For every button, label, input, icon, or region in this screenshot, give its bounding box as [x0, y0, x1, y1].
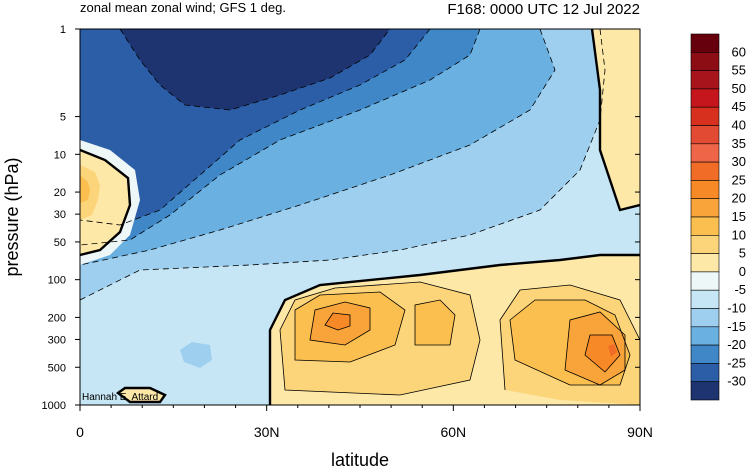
colorbar-swatch [690, 180, 720, 199]
contour-line-pos-20b [584, 334, 621, 373]
colorbar-label: 15 [732, 209, 746, 224]
colorbar-label: -20 [727, 337, 746, 352]
contour-line-neg-15 [80, 29, 481, 246]
contour-fill-trop-20 [325, 313, 350, 330]
y-axis: 1 5 10 20 30 50 100 200 300 500 1000 [42, 24, 640, 412]
colorbar-swatch [690, 125, 720, 145]
y-tick-label: 500 [48, 362, 66, 374]
chart-title-left: zonal mean zonal wind; GFS 1 deg. [80, 0, 286, 15]
colorbar-label: 45 [732, 99, 746, 114]
colorbar-swatch [690, 381, 720, 401]
contour-fill-minus-25 [120, 29, 390, 110]
contour-line-zero-polar [590, 29, 640, 212]
colorbar-label: 0 [739, 264, 746, 279]
contour-line-neg-25 [119, 29, 391, 111]
colorbar-label: 25 [732, 172, 746, 187]
contour-line-zero-strat [80, 148, 132, 257]
y-tick-label: 1000 [42, 400, 66, 412]
contour-line-pos-10b [414, 299, 456, 346]
colorbar-swatch [690, 33, 720, 53]
colorbar-swatch [690, 289, 720, 309]
colorbar-label: 5 [739, 246, 746, 261]
y-axis-label: pressure (hPa) [2, 157, 22, 276]
x-axis-label: latitude [331, 450, 389, 470]
chart-title-right: F168: 0000 UTC 12 Jul 2022 [447, 1, 640, 18]
credit-text: Hannah E. Attard [82, 392, 158, 403]
contour-fill-trop-10b [415, 300, 455, 345]
y-tick-label: 100 [48, 275, 66, 287]
x-tick-label: 0 [76, 424, 84, 440]
colorbar-label: -5 [734, 282, 746, 297]
contour-lines [80, 29, 640, 405]
contour-fill-strat-15 [80, 175, 90, 203]
contour-fill-polar-strat-0 [592, 29, 640, 210]
contour-field [80, 29, 640, 405]
colorbar-label: 50 [732, 81, 746, 96]
contour-fill-lower-minus-5 [180, 342, 212, 368]
y-tick-label: 50 [54, 237, 66, 249]
colorbar-label: 60 [732, 44, 746, 59]
colorbar-label: 55 [732, 63, 746, 78]
colorbar-swatch [690, 88, 720, 108]
y-tick-label: 300 [48, 334, 66, 346]
x-axis: 0 30N 60N 90N [76, 405, 653, 440]
colorbar-label: 10 [732, 227, 746, 242]
contour-line-neg-10 [80, 29, 556, 266]
y-tick-label: 10 [54, 149, 66, 161]
x-tick-label: 90N [627, 424, 653, 440]
y-tick-label: 1 [60, 24, 66, 36]
contour-line-pos-10 [294, 291, 406, 363]
y-tick-label: 20 [54, 187, 66, 199]
contour-line-neg-20 [80, 29, 431, 226]
colorbar-label: 35 [732, 136, 746, 151]
colorbar-swatch [690, 70, 720, 90]
colorbar-swatch [690, 326, 720, 346]
contour-line-neg-5 [80, 29, 606, 301]
contour-line-pos-20 [324, 312, 351, 331]
colorbar-swatch [690, 363, 720, 382]
colorbar-label: 30 [732, 154, 746, 169]
contour-line-pos-5 [279, 281, 481, 396]
contour-fill-trop-20b [585, 335, 620, 372]
colorbar-swatch [690, 198, 720, 218]
colorbar-swatch [690, 143, 720, 163]
colorbar-label: -25 [727, 355, 746, 370]
colorbar-swatch [690, 216, 720, 236]
colorbar-swatch [690, 344, 720, 364]
colorbar: 605550454035302520151050-5-10-15-20-25-3… [690, 33, 746, 401]
colorbar-swatch [690, 235, 720, 254]
contour-fill-trop-25 [608, 344, 617, 357]
contour-line-pos-10c [509, 299, 631, 386]
colorbar-label: -15 [727, 319, 746, 334]
colorbar-label: 40 [732, 118, 746, 133]
colorbar-label: 20 [732, 191, 746, 206]
x-tick-label: 60N [440, 424, 466, 440]
contour-line-zero-tropo [268, 253, 640, 405]
contour-line-pos-15b [564, 311, 626, 386]
contour-line-pos-15 [309, 301, 371, 346]
colorbar-swatch [690, 106, 720, 126]
colorbar-swatch [690, 161, 720, 181]
contour-line-zero-surface [115, 386, 167, 404]
contour-fill-strat-10 [80, 165, 100, 220]
colorbar-swatch [690, 51, 720, 71]
y-tick-label: 200 [48, 312, 66, 324]
x-tick-label: 30N [254, 424, 280, 440]
colorbar-swatch [690, 308, 720, 328]
colorbar-label: -30 [727, 374, 746, 389]
colorbar-swatch [690, 253, 720, 273]
y-tick-label: 30 [54, 209, 66, 221]
colorbar-swatch [690, 271, 720, 291]
contour-fill-surface-0 [118, 388, 165, 402]
contour-line-pos-5b [499, 284, 640, 391]
y-tick-label: 5 [60, 112, 66, 124]
colorbar-label: -10 [727, 301, 746, 316]
